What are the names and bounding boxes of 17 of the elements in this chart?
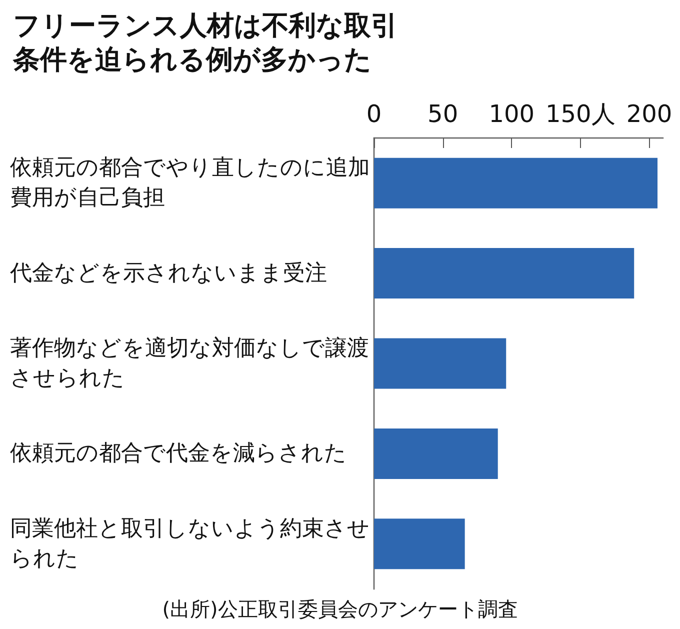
x-tick-label: 50	[428, 100, 458, 128]
y-tick-label: 依頼元の都合で代金を減らされた	[10, 441, 347, 466]
bar	[374, 248, 634, 299]
text: (出所)公正取引委員会のアンケート調査	[162, 597, 518, 621]
x-tick-label: 200	[626, 100, 672, 128]
bar	[374, 518, 465, 570]
x-tick-label: 100	[488, 100, 535, 128]
x-tick-label: 0	[366, 100, 382, 128]
bar	[374, 158, 658, 208]
chart-title: フリーランス人材は不利な取引条件を迫られる例が多かった	[12, 10, 398, 76]
bar	[374, 338, 506, 389]
y-tick-label: 著作物などを適切な対価なしで譲渡させられた	[10, 336, 369, 391]
y-tick-label: 代金などを示されないまま受注	[9, 260, 327, 286]
bar	[374, 428, 498, 479]
y-tick-label: 同業他社と取引しないよう約束させられた	[10, 516, 370, 572]
y-tick-label: 依頼元の都合でやり直したのに追加費用が自己負担	[10, 156, 370, 211]
x-tick-label: 150人	[546, 100, 616, 128]
